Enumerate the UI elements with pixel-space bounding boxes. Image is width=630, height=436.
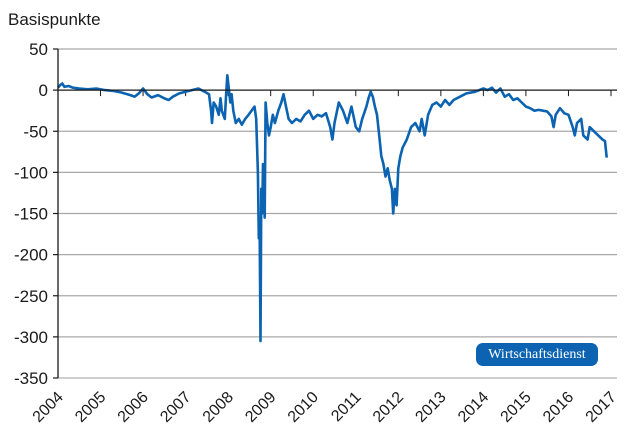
- x-tick-label: 2004: [30, 389, 67, 426]
- y-tick-label: -350: [14, 369, 48, 388]
- x-tick-label: 2011: [328, 389, 364, 425]
- x-tick-label: 2008: [200, 389, 237, 426]
- x-tick-label: 2015: [498, 389, 535, 426]
- y-tick-label: 0: [39, 81, 48, 100]
- y-tick-label: -250: [14, 287, 48, 306]
- y-tick-label: -100: [14, 163, 48, 182]
- x-tick-label: 2006: [115, 389, 152, 426]
- x-tick-label: 2009: [242, 389, 279, 426]
- x-tick-label: 2017: [583, 389, 620, 426]
- y-tick-label: -200: [14, 246, 48, 265]
- x-tick-label: 2016: [540, 389, 577, 426]
- gridlines: [53, 48, 617, 379]
- y-tick-label: -150: [14, 205, 48, 224]
- x-axis-ticks: 2004 2005 2006 2007 2008 2009 2010 2011 2012 2013…: [30, 389, 620, 426]
- y-axis-title: Basispunkte: [8, 10, 101, 29]
- x-tick-label: 2012: [370, 389, 407, 426]
- y-axis-ticks: 50 0 -50 -100 -150 -200 -250 -300 -350: [14, 40, 48, 388]
- x-tick-label: 2010: [285, 389, 322, 426]
- y-tick-label: -50: [23, 122, 48, 141]
- y-tick-label: 50: [29, 40, 48, 59]
- publisher-badge: Wirtschaftsdienst: [476, 343, 598, 366]
- y-tick-label: -300: [14, 328, 48, 347]
- x-tick-label: 2014: [455, 389, 492, 426]
- x-tick-label: 2005: [72, 389, 109, 426]
- x-tick-label: 2013: [412, 389, 449, 426]
- spread-line: [57, 74, 608, 343]
- x-tick-label: 2007: [157, 389, 194, 426]
